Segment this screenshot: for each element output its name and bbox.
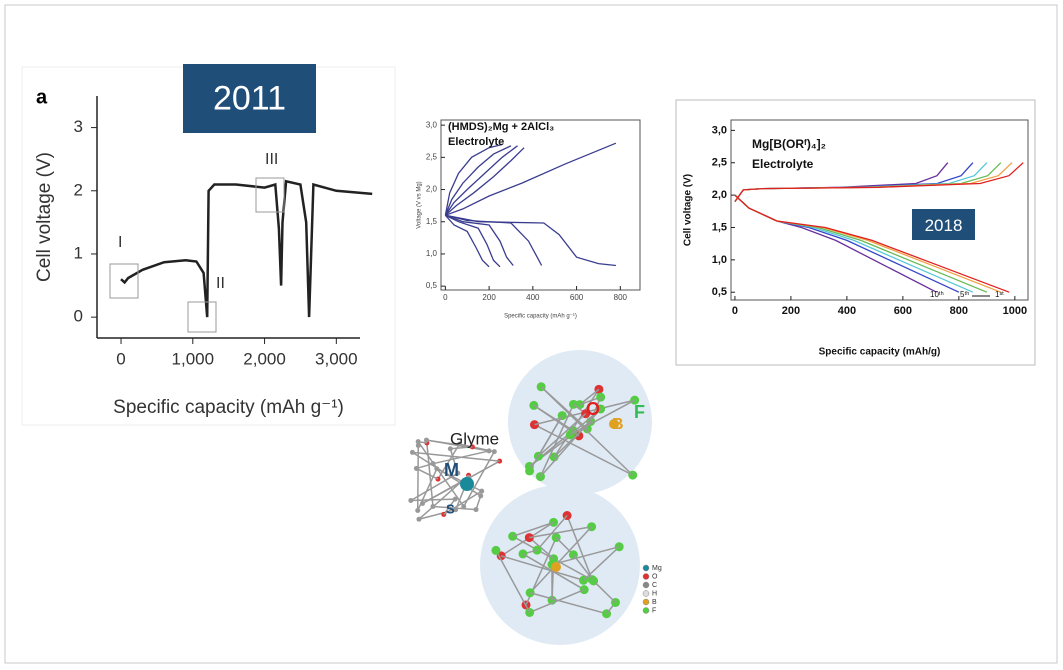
chart-title: Mg[B(ORᶠ)₄]₂ bbox=[752, 137, 826, 151]
y-tick-label: 3,0 bbox=[426, 120, 438, 129]
legend-swatch bbox=[643, 565, 649, 571]
y-tick-label: 1 bbox=[74, 243, 83, 262]
y-tick-label: 2 bbox=[74, 180, 83, 199]
year-badge-label: 2018 bbox=[925, 216, 963, 235]
legend-label: C bbox=[652, 582, 657, 589]
y-axis-label: Cell voltage (V) bbox=[683, 174, 694, 246]
y-tick-label: 3 bbox=[74, 117, 83, 136]
x-tick-label: 1000 bbox=[1003, 305, 1027, 317]
x-axis-label: Specific capacity (mAh g⁻¹) bbox=[504, 314, 577, 320]
y-tick-label: 2,0 bbox=[426, 185, 438, 194]
x-tick-label: 3,000 bbox=[315, 349, 358, 368]
atom-label: O bbox=[586, 399, 600, 419]
y-tick-label: 0 bbox=[74, 307, 83, 326]
y-tick-label: 2,5 bbox=[712, 157, 727, 169]
y-tick-label: 0,5 bbox=[426, 281, 438, 290]
x-tick-label: 800 bbox=[614, 293, 628, 302]
x-tick-label: 200 bbox=[782, 305, 800, 317]
legend-swatch bbox=[643, 608, 649, 614]
annotation: 10ᵗʰ bbox=[930, 290, 944, 299]
figure-label: Glyme bbox=[450, 429, 499, 448]
annotation: III bbox=[265, 151, 278, 168]
x-tick-label: 0 bbox=[116, 349, 125, 368]
atom-label: M bbox=[444, 460, 459, 480]
atom bbox=[525, 466, 534, 475]
atom-label: F bbox=[634, 402, 645, 422]
x-tick-label: 1,000 bbox=[172, 349, 215, 368]
atom-label: S bbox=[446, 501, 455, 516]
y-tick-label: 0,5 bbox=[712, 286, 727, 298]
y-tick-label: 2,0 bbox=[712, 189, 727, 201]
y-tick-label: 2,5 bbox=[426, 152, 438, 161]
legend-swatch bbox=[643, 582, 649, 588]
legend-label: B bbox=[652, 599, 657, 606]
atom-label: B bbox=[612, 416, 624, 433]
legend-label: Mg bbox=[652, 565, 662, 572]
x-axis-label: Specific capacity (mAh g⁻¹) bbox=[113, 397, 344, 418]
annotation: 5ᵗʰ bbox=[960, 290, 969, 299]
y-tick-label: 1,0 bbox=[712, 254, 727, 266]
x-axis-label: Specific capacity (mAh/g) bbox=[819, 347, 941, 358]
annotation: I bbox=[118, 234, 122, 251]
year-badge-label: 2011 bbox=[213, 79, 286, 117]
annotation: 1ˢᵗ bbox=[995, 290, 1004, 299]
x-tick-label: 0 bbox=[732, 305, 738, 317]
annotation: II bbox=[216, 275, 225, 292]
legend-label: H bbox=[652, 590, 657, 597]
legend-swatch bbox=[643, 591, 649, 597]
y-tick-label: 1,5 bbox=[712, 221, 727, 233]
x-tick-label: 600 bbox=[894, 305, 912, 317]
y-tick-label: 1,0 bbox=[426, 249, 438, 258]
legend-label: F bbox=[652, 607, 656, 614]
bond bbox=[418, 445, 419, 510]
legend-label: O bbox=[652, 573, 658, 580]
y-axis-label: Cell voltage (V) bbox=[34, 152, 55, 282]
legend-swatch bbox=[643, 599, 649, 605]
chart-title: (HMDS)₂Mg + 2AlCl₃ bbox=[448, 121, 554, 133]
x-tick-label: 2,000 bbox=[243, 349, 286, 368]
y-tick-label: 3,0 bbox=[712, 124, 727, 136]
slide: MSOBFMgOCHBF 012301,0002,0003,000Specifi… bbox=[0, 0, 1063, 670]
chart-subtitle: Electrolyte bbox=[448, 136, 504, 148]
x-tick-label: 600 bbox=[570, 293, 584, 302]
atom bbox=[551, 562, 561, 572]
x-tick-label: 400 bbox=[838, 305, 856, 317]
chart-subtitle: Electrolyte bbox=[752, 157, 814, 171]
atom bbox=[416, 443, 421, 448]
y-axis-label: Voltage (V vs Mg) bbox=[417, 181, 423, 228]
panel-label: a bbox=[36, 86, 48, 108]
atom bbox=[460, 477, 474, 491]
y-tick-label: 1,5 bbox=[426, 217, 438, 226]
x-tick-label: 200 bbox=[482, 293, 496, 302]
legend-swatch bbox=[643, 574, 649, 580]
panel-frame bbox=[676, 100, 1035, 365]
x-tick-label: 400 bbox=[526, 293, 540, 302]
atom bbox=[491, 546, 500, 555]
x-tick-label: 800 bbox=[950, 305, 968, 317]
x-tick-label: 0 bbox=[443, 293, 448, 302]
